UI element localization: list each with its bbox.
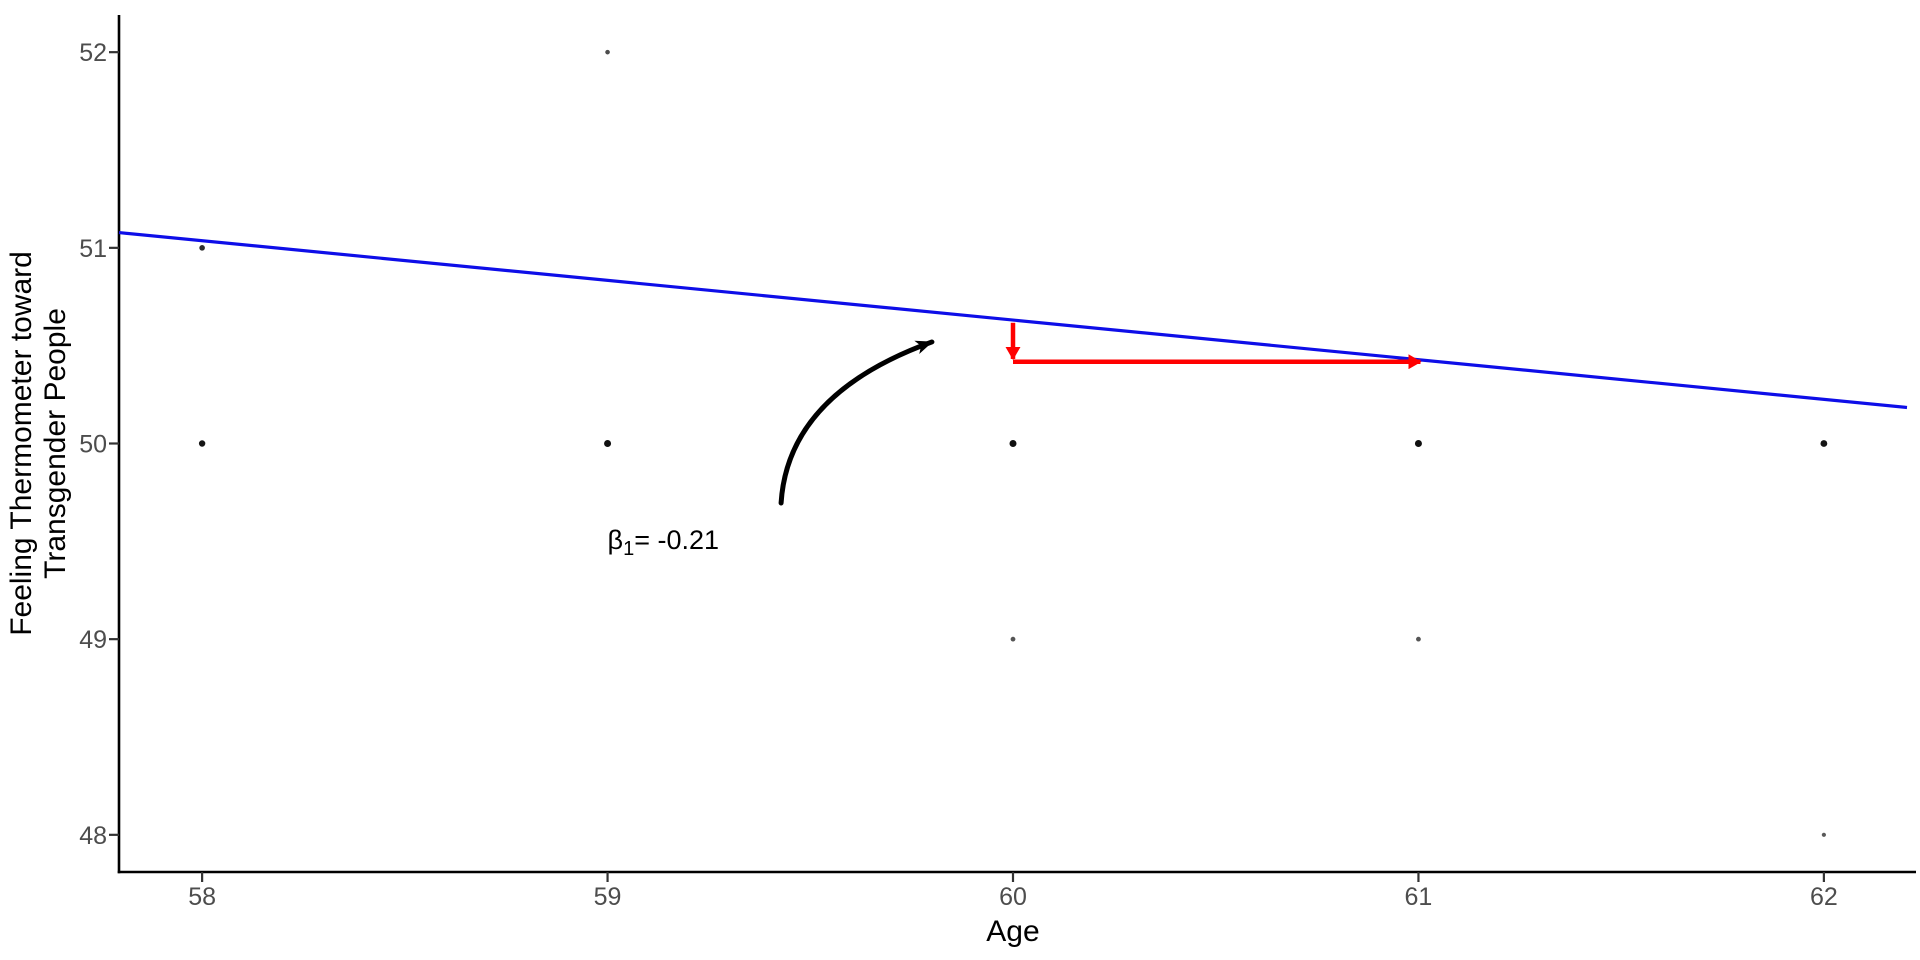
- data-point: [604, 440, 612, 447]
- data-point: [1414, 440, 1422, 447]
- slope-annotation-label: β1= -0.21: [608, 525, 719, 560]
- slope-callout-arrow: [778, 339, 935, 506]
- data-point: [1010, 636, 1016, 642]
- x-tick-label: 59: [594, 883, 622, 911]
- y-axis-title-line-2: Transgender People: [39, 308, 72, 579]
- data-point: [199, 245, 205, 251]
- y-tick-label: 51: [79, 235, 107, 263]
- x-tick-label: 61: [1405, 883, 1433, 911]
- data-point: [605, 49, 610, 55]
- y-tick-label: 50: [79, 431, 107, 459]
- data-point: [198, 440, 206, 447]
- data-point: [1416, 636, 1421, 642]
- data-point: [1820, 440, 1828, 447]
- y-tick-label: 48: [79, 822, 107, 850]
- x-tick-label: 60: [999, 883, 1027, 911]
- regression-line: [118, 230, 1908, 410]
- x-tick-label: 58: [188, 883, 216, 911]
- data-point: [1821, 832, 1826, 837]
- y-tick-label: 49: [79, 626, 107, 654]
- x-axis-title: Age: [986, 915, 1039, 948]
- y-tick-label: 52: [79, 39, 107, 67]
- data-point: [1009, 440, 1017, 447]
- y-axis-title-line-1: Feeling Thermometer toward: [5, 251, 38, 636]
- x-tick-label: 62: [1810, 883, 1838, 911]
